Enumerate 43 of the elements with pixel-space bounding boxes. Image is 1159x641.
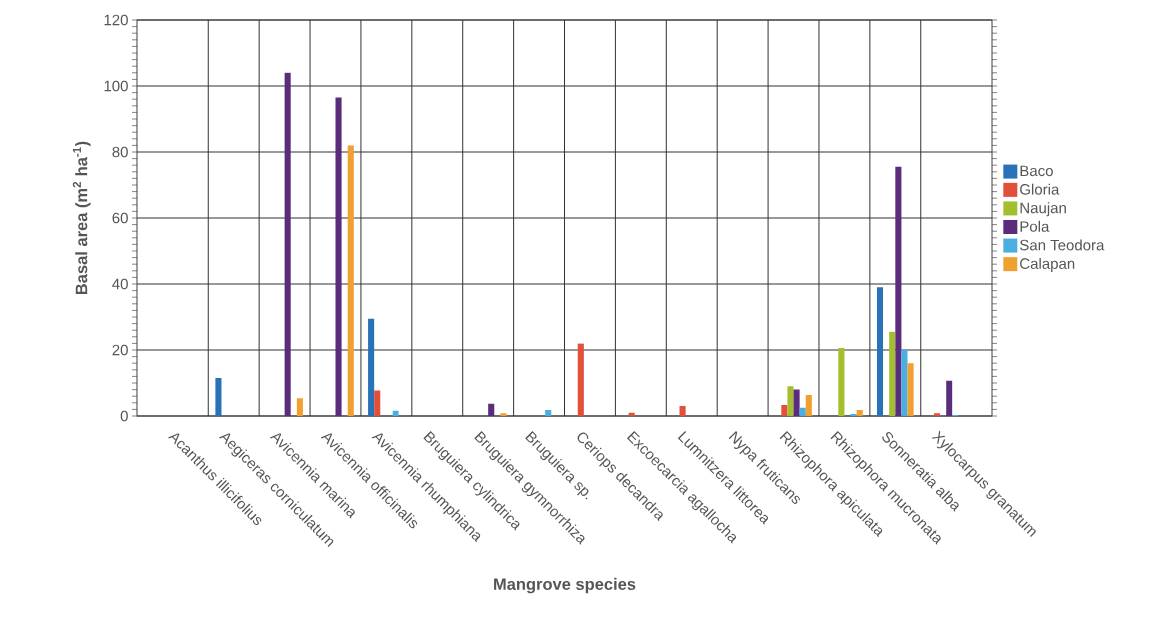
bar <box>946 380 953 416</box>
bar <box>901 349 908 416</box>
y-tick-label: 40 <box>112 278 128 290</box>
bar <box>374 390 381 416</box>
bar <box>628 412 635 416</box>
bar <box>545 410 552 416</box>
y-axis-title: Basal area (m$^{2}$ ha$^{-1}$) <box>72 141 91 295</box>
bar <box>335 97 342 416</box>
legend-label: Gloria <box>1020 183 1060 195</box>
legend-label: Pola <box>1020 220 1050 232</box>
bar <box>392 410 399 416</box>
bar <box>347 145 354 416</box>
y-tick-label: 0 <box>120 410 128 422</box>
bar <box>500 413 507 416</box>
bar <box>933 413 941 416</box>
legend-label: Naujan <box>1020 202 1066 217</box>
bar <box>856 410 863 416</box>
bar <box>284 72 291 416</box>
y-tick-label: 120 <box>104 14 128 26</box>
bar <box>876 287 884 416</box>
bar <box>907 363 914 416</box>
bar <box>838 348 845 416</box>
bar <box>296 398 303 416</box>
legend-label: Baco <box>1020 165 1053 177</box>
bar <box>577 343 584 416</box>
bar <box>679 406 686 416</box>
x-axis-title: Mangrove species <box>494 577 636 594</box>
y-tick-label: 80 <box>112 146 128 158</box>
bar <box>889 331 896 416</box>
legend-label: San Teodora <box>1020 239 1105 251</box>
legend-label: Calapan <box>1020 257 1075 272</box>
y-tick-label: 20 <box>112 344 128 356</box>
bar <box>368 318 375 416</box>
bar <box>488 403 495 416</box>
bar <box>793 389 800 416</box>
bar <box>895 166 902 416</box>
bar <box>215 378 222 416</box>
bar <box>805 394 812 416</box>
bar <box>799 407 806 416</box>
bar <box>781 405 788 416</box>
y-tick-label: 60 <box>112 212 128 224</box>
bar <box>787 386 794 416</box>
y-tick-label: 100 <box>104 80 128 92</box>
